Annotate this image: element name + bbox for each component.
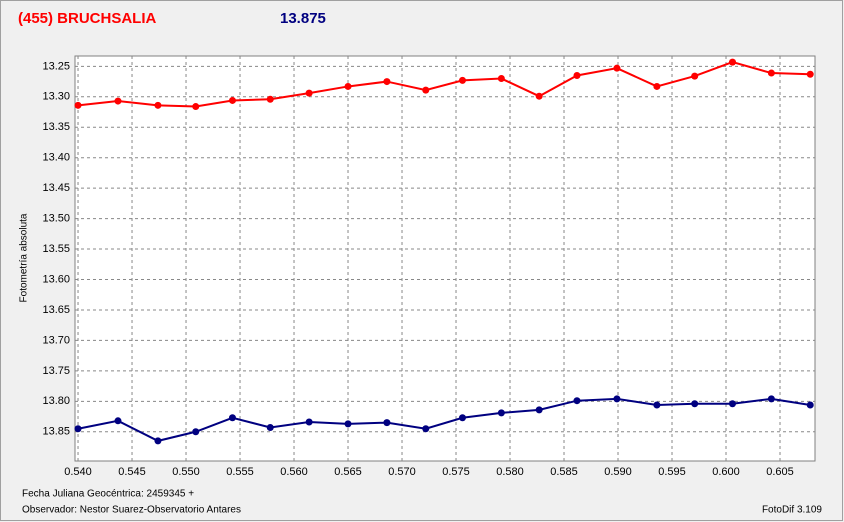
data-point <box>767 395 775 403</box>
x-tick-label: 0.605 <box>766 466 794 478</box>
x-tick-label: 0.585 <box>550 466 578 478</box>
y-tick-label: 13.80 <box>42 395 70 407</box>
data-point <box>114 417 122 425</box>
x-tick-label: 0.555 <box>226 466 254 478</box>
data-point <box>154 437 162 445</box>
data-point <box>613 395 621 403</box>
data-point <box>767 69 775 77</box>
data-point <box>691 72 699 80</box>
footer-text: Fecha Juliana Geocéntrica: 2459345 + <box>22 489 194 500</box>
y-tick-label: 13.60 <box>42 273 70 285</box>
data-point <box>344 420 352 428</box>
x-tick-label: 0.600 <box>712 466 740 478</box>
data-point <box>422 86 430 94</box>
data-point <box>383 78 391 86</box>
data-point <box>458 414 466 422</box>
series-line <box>77 397 811 442</box>
y-axis-label: Fotometría absoluta <box>19 213 30 302</box>
chart-subtitle: 13.875 <box>280 10 326 27</box>
data-point <box>653 401 661 409</box>
y-tick-label: 13.40 <box>42 152 70 164</box>
y-tick-label: 13.35 <box>42 121 70 133</box>
data-point <box>573 71 581 79</box>
x-tick-label: 0.560 <box>280 466 308 478</box>
data-point <box>535 406 543 414</box>
data-point <box>228 414 236 422</box>
data-point <box>653 82 661 90</box>
x-tick-label: 0.575 <box>442 466 470 478</box>
x-tick-label: 0.550 <box>172 466 200 478</box>
x-tick-label: 0.590 <box>604 466 632 478</box>
data-point <box>422 425 430 433</box>
chart-title: (455) BRUCHSALIA <box>18 10 157 27</box>
x-tick-label: 0.595 <box>658 466 686 478</box>
x-tick-label: 0.540 <box>64 466 92 478</box>
data-point <box>192 103 200 111</box>
data-point <box>613 64 621 72</box>
footer-text: FotoDif 3.109 <box>762 505 822 516</box>
data-point <box>535 92 543 100</box>
x-tick-label: 0.565 <box>334 466 362 478</box>
y-tick-label: 13.30 <box>42 91 70 103</box>
y-tick-label: 13.75 <box>42 365 70 377</box>
plot-area <box>74 55 816 462</box>
data-point <box>497 75 505 83</box>
data-point <box>497 409 505 417</box>
data-point <box>114 97 122 105</box>
x-tick-label: 0.580 <box>496 466 524 478</box>
data-point <box>573 397 581 405</box>
data-point <box>691 400 699 408</box>
data-point <box>806 401 814 409</box>
data-point <box>458 76 466 84</box>
y-tick-label: 13.45 <box>42 182 70 194</box>
data-point <box>305 89 313 97</box>
y-tick-label: 13.25 <box>42 60 70 72</box>
data-point <box>305 418 313 426</box>
data-point <box>228 96 236 104</box>
y-tick-label: 13.65 <box>42 304 70 316</box>
data-point <box>266 95 274 103</box>
data-point <box>383 419 391 427</box>
data-point <box>728 400 736 408</box>
data-point <box>74 101 82 109</box>
data-point <box>266 424 274 432</box>
y-tick-label: 13.85 <box>42 426 70 438</box>
footer-text: Observador: Nestor Suarez-Observatorio A… <box>22 505 241 516</box>
data-point <box>74 425 82 433</box>
y-tick-label: 13.55 <box>42 243 70 255</box>
y-tick-label: 13.70 <box>42 334 70 346</box>
x-tick-label: 0.570 <box>388 466 416 478</box>
data-point <box>806 70 814 78</box>
data-point <box>154 101 162 109</box>
data-point <box>192 428 200 436</box>
data-point <box>728 58 736 66</box>
series-line <box>77 61 811 108</box>
x-tick-label: 0.545 <box>118 466 146 478</box>
data-point <box>344 82 352 90</box>
y-tick-label: 13.50 <box>42 213 70 225</box>
